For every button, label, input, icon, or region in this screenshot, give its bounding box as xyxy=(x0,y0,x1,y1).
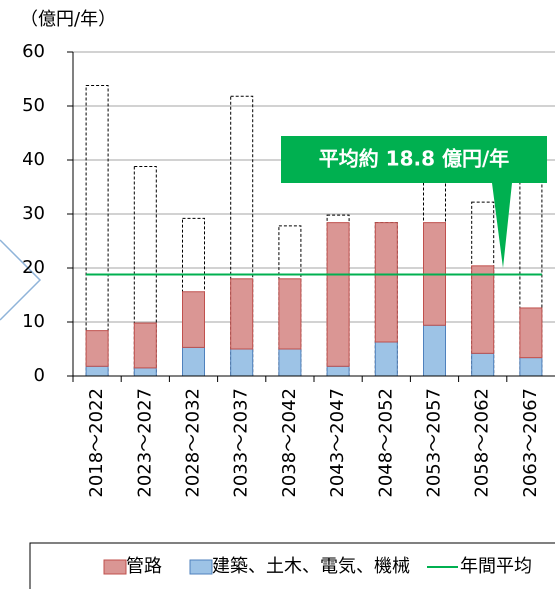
bar-segment xyxy=(326,222,350,367)
x-tick-label: 2053～2057 xyxy=(424,388,445,498)
bar-segment xyxy=(230,348,254,377)
bar-segment xyxy=(230,278,254,350)
y-tick-label: 60 xyxy=(22,41,45,62)
y-tick-label: 40 xyxy=(22,149,45,170)
legend-swatch xyxy=(189,559,213,575)
y-tick-label: 0 xyxy=(34,365,45,386)
annotation: 平均約 18.8 億円/年 xyxy=(319,147,510,171)
x-tick-label: 2033～2037 xyxy=(231,388,252,498)
outline-bar xyxy=(85,84,109,377)
bar-segment xyxy=(519,307,543,359)
bar-segment xyxy=(133,367,157,377)
bar-segment xyxy=(326,365,350,377)
y-unit: （億円/年） xyxy=(20,9,116,30)
bar-segment xyxy=(278,278,302,350)
x-tick-label: 2063～2067 xyxy=(520,388,541,498)
bar-segment xyxy=(133,322,157,369)
bar-segment xyxy=(85,365,109,377)
x-tick-label: 2038～2042 xyxy=(279,388,300,498)
bar-segment xyxy=(278,348,302,377)
bar-segment xyxy=(374,222,398,343)
bar-segment xyxy=(85,330,109,367)
bar-segment xyxy=(423,324,446,377)
y-tick-label: 50 xyxy=(22,95,45,116)
bar-segment xyxy=(519,357,543,377)
x-tick-label: 2023～2027 xyxy=(134,388,155,498)
legend-label: 管路 xyxy=(126,556,162,577)
x-tick-label: 2028～2032 xyxy=(183,388,204,498)
x-tick-label: 2058～2062 xyxy=(472,388,493,498)
bar-segment xyxy=(182,291,205,348)
y-tick-label: 20 xyxy=(22,257,45,278)
bar-segment xyxy=(471,265,495,354)
y-tick-label: 10 xyxy=(22,311,45,332)
y-tick-label: 30 xyxy=(22,203,45,224)
x-tick-label: 2048～2052 xyxy=(375,388,396,498)
x-tick-label: 2018～2022 xyxy=(86,388,107,498)
bar-segment xyxy=(182,346,205,377)
bar-segment xyxy=(374,341,398,377)
chevron-decoration xyxy=(0,239,42,321)
bar-segment xyxy=(471,352,495,377)
callout xyxy=(281,136,547,268)
legend-label: 建築、土木、電気、機械 xyxy=(212,556,410,577)
legend-swatch xyxy=(103,559,127,575)
x-tick-label: 2043～2047 xyxy=(327,388,348,498)
legend-label: 年間平均 xyxy=(460,556,532,577)
